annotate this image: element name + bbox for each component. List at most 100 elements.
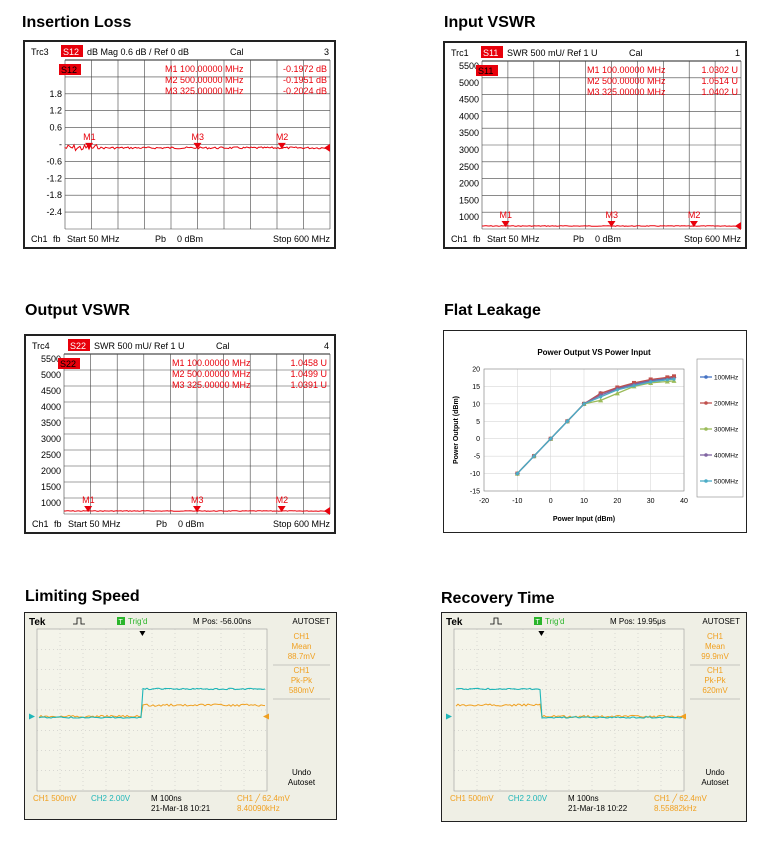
y-axis-label: Power Output (dBm)	[453, 396, 460, 464]
ch1-scale: CH1 500mV	[450, 794, 494, 803]
measurement-trace	[64, 143, 330, 152]
undo-label: Undo	[292, 768, 312, 777]
marker-name: M3	[165, 86, 178, 96]
footer-pb: Pb	[573, 234, 584, 244]
footer-start: Start 50 MHz	[487, 234, 540, 244]
data-point	[649, 380, 653, 384]
data-point	[598, 397, 604, 403]
trig-indicator	[117, 617, 125, 625]
marker-name: M2	[165, 75, 178, 85]
marker-freq: 325.00000 MHz	[180, 86, 244, 96]
footer-power: 0 dBm	[177, 234, 203, 244]
measurement-readout: 99.9mV	[701, 652, 729, 661]
legend-label: 300MHz	[714, 427, 738, 434]
x-tick-label: 30	[647, 498, 655, 505]
marker-triangle	[277, 142, 286, 149]
ref-badge-label: S11	[478, 66, 493, 76]
trig-status: Trig'd	[545, 617, 564, 626]
data-point	[565, 419, 569, 423]
footer-fb: fb	[53, 234, 61, 244]
x-tick-label: 20	[613, 498, 621, 505]
marker-triangle	[193, 506, 201, 512]
data-point	[614, 390, 620, 396]
data-point	[672, 377, 676, 381]
marker-value: 1.0458 U	[290, 358, 327, 368]
trig-letter: T	[536, 619, 541, 626]
footer-pb: Pb	[156, 519, 167, 529]
output-vswr-plot: Trc4 S22 SWR 500 mU/ Ref 1 U Cal 4 5500 5000 45…	[32, 339, 330, 529]
data-point	[632, 384, 636, 388]
marker-tag: M3	[606, 210, 619, 220]
marker-name: M1	[172, 358, 185, 368]
recovery-time-scope: Tek T Trig'd M Pos: 19.95μs AUTOSETCH1Mean99…	[442, 613, 746, 821]
marker-value: 1.0402 U	[701, 87, 738, 97]
flat-leakage-chart: Power Output VS Power Input -20 -10 0 10 20 30…	[453, 348, 744, 523]
y-tick-label: 1.8	[49, 89, 62, 99]
marker-value: 1.0391 U	[290, 380, 327, 390]
ref-badge	[476, 65, 498, 76]
y-tick-label: 2500	[459, 162, 479, 172]
measurement-readout: Pk-Pk	[291, 676, 313, 685]
marker-tag: M1	[82, 495, 95, 505]
limiting-speed-scope: Tek T Trig'd M Pos: -56.00ns AUTOSETCH1Mean8…	[25, 613, 336, 819]
data-point	[549, 437, 553, 441]
y-tick-label: -1.8	[46, 190, 62, 200]
marker-triangle	[689, 221, 698, 227]
ch2-scale: CH2 2.00V	[508, 794, 548, 803]
marker-freq: 100.00000 MHz	[602, 65, 666, 75]
param-badge	[61, 45, 83, 57]
trig-indicator	[534, 617, 542, 625]
param-badge	[481, 46, 503, 58]
format-label: dB Mag 0.6 dB / Ref 0 dB	[87, 47, 189, 57]
measurement-readout: Mean	[291, 642, 311, 651]
marker-name: M1	[165, 64, 178, 74]
marker-tag: M2	[688, 210, 701, 220]
timestamp: 21-Mar-18 10:21	[151, 804, 211, 813]
param-label: S11	[483, 48, 498, 58]
y-tick-label: 1500	[41, 482, 61, 492]
measurement-readout: 88.7mV	[288, 652, 316, 661]
footer-pb: Pb	[155, 234, 166, 244]
output-vswr-title: Output VSWR	[25, 302, 130, 319]
footer-fb: fb	[473, 234, 481, 244]
trigger-position-marker	[538, 631, 545, 636]
y-tick-label: 4000	[41, 402, 61, 412]
y-tick-label: 2500	[41, 450, 61, 460]
legend-label: 100MHz	[714, 375, 738, 382]
data-point	[532, 454, 536, 458]
x-tick-label: -10	[512, 498, 522, 505]
footer-stop: Stop 600 MHz	[684, 234, 742, 244]
pulse-icon	[73, 617, 85, 625]
format-label: SWR 500 mU/ Ref 1 U	[94, 341, 185, 351]
y-tick-label: 1.2	[49, 106, 62, 116]
insertion-loss-title: Insertion Loss	[22, 14, 132, 31]
ref-badge	[59, 64, 81, 75]
legend-marker	[704, 479, 708, 483]
data-point	[615, 388, 619, 392]
marker-value: -0.1972 dB	[283, 64, 327, 74]
autoset-undo-label: Autoset	[288, 778, 316, 787]
data-point	[665, 375, 670, 380]
autoset-label: AUTOSET	[702, 617, 740, 626]
x-tick-label: 0	[549, 498, 553, 505]
measurement-readout: 580mV	[289, 686, 315, 695]
y-tick-label: 3500	[459, 128, 479, 138]
legend-marker	[704, 453, 708, 457]
trigger-setting: CH1 ╱ 62.4mV	[237, 793, 291, 803]
marker-value: -0.2024 dB	[283, 86, 327, 96]
cal-label: Cal	[230, 47, 244, 57]
data-point	[648, 377, 653, 382]
y-tick-label: 15	[472, 384, 480, 391]
footer-channel: Ch1	[31, 234, 48, 244]
marker-triangle	[501, 221, 510, 227]
marker-freq: 100.00000 MHz	[180, 64, 244, 74]
ch2-ground-marker	[29, 713, 35, 720]
recovery-time-panel: Tek T Trig'd M Pos: 19.95μs AUTOSET CH1 Mean 99…	[441, 612, 747, 822]
param-label: S12	[63, 47, 79, 57]
end-marker	[735, 222, 741, 230]
y-tick-label: 1000	[459, 212, 479, 222]
y-tick-label: 3000	[41, 434, 61, 444]
measurement-readout: CH1	[707, 632, 724, 641]
marker-value: -0.1951 dB	[283, 75, 327, 85]
insertion-loss-plot: Trc3 S12 dB Mag 0.6 dB / Ref 0 dB Cal 3 1.8 1.…	[31, 45, 330, 244]
